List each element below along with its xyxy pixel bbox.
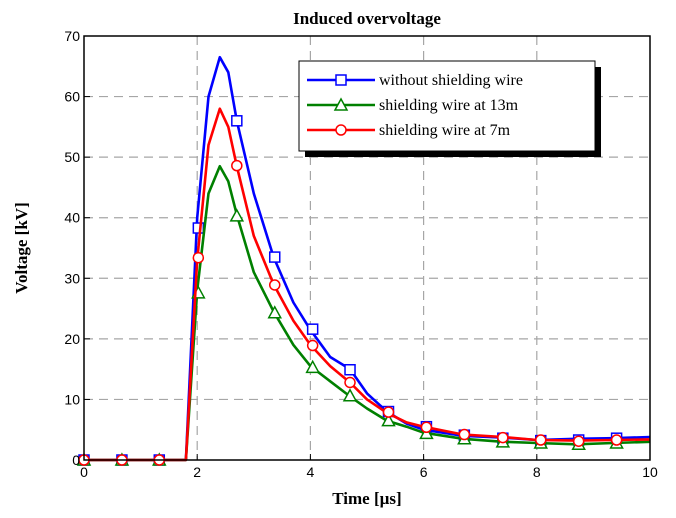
y-tick-label: 10	[64, 391, 80, 407]
series-circle	[78, 107, 651, 466]
data-point	[344, 363, 356, 376]
x-tick-label: 10	[642, 464, 658, 480]
legend-marker	[335, 74, 347, 86]
data-point	[458, 428, 471, 441]
axis-ticks: 0 2 4 6 8 10 0 10 20 30 40 50 60 70	[64, 28, 658, 480]
x-tick-label: 8	[533, 464, 541, 480]
data-point	[192, 251, 205, 264]
data-point	[342, 388, 358, 402]
x-tick-label: 4	[307, 464, 315, 480]
legend-label: shielding wire at 7m	[379, 122, 511, 139]
legend-marker	[335, 124, 347, 136]
y-axis-label: Voltage [kV]	[12, 202, 31, 293]
data-point	[572, 435, 585, 447]
y-tick-label: 70	[64, 28, 80, 44]
data-point	[535, 434, 547, 446]
data-point	[268, 251, 281, 263]
x-axis-label: Time [µs]	[332, 489, 401, 508]
data-point	[381, 413, 396, 427]
series-triangle	[76, 164, 651, 466]
data-point	[497, 431, 509, 444]
y-tick-label: 0	[72, 452, 80, 468]
chart-title: Induced overvoltage	[293, 9, 441, 28]
data-point	[268, 279, 281, 291]
data-point	[610, 434, 623, 446]
y-tick-label: 30	[64, 270, 80, 286]
x-tick-label: 6	[420, 464, 428, 480]
data-point	[231, 115, 243, 127]
series-line	[84, 107, 651, 462]
data-point	[306, 339, 319, 352]
legend-label: shielding wire at 13m	[379, 97, 519, 114]
data-point	[231, 159, 243, 172]
series-line	[84, 164, 651, 462]
x-tick-label: 2	[193, 464, 201, 480]
legend: without shielding wire shielding wire at …	[298, 60, 601, 157]
y-tick-label: 40	[64, 210, 80, 226]
data-point	[344, 376, 356, 389]
data-point	[229, 208, 245, 222]
data-point	[420, 421, 433, 434]
data-point	[267, 305, 283, 319]
plot-frame	[83, 35, 651, 461]
y-tick-label: 60	[64, 89, 80, 105]
legend-marker	[333, 97, 349, 111]
y-tick-label: 20	[64, 331, 80, 347]
legend-label: without shielding wire	[379, 72, 523, 89]
data-point	[306, 323, 319, 335]
y-tick-label: 50	[64, 149, 80, 165]
data-point	[382, 406, 395, 418]
x-tick-label: 0	[80, 464, 88, 480]
data-point	[305, 359, 320, 374]
